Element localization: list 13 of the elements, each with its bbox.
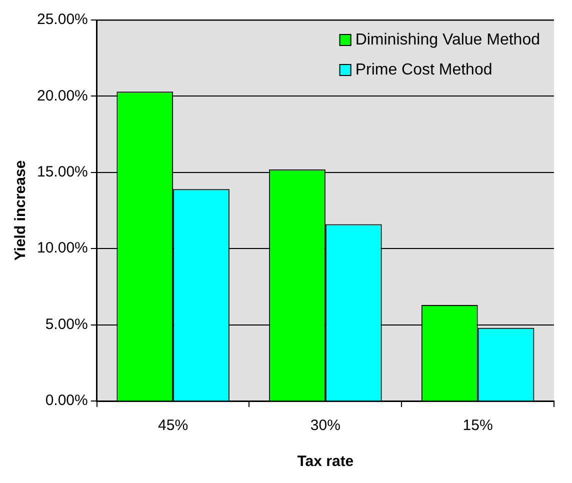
x-axis-title: Tax rate [297, 453, 354, 470]
y-tick-label: 20.00% [37, 87, 88, 104]
legend-label: Diminishing Value Method [355, 31, 540, 48]
x-tick-label: 30% [310, 417, 340, 434]
x-tick-label: 15% [462, 417, 493, 434]
legend-label: Prime Cost Method [355, 61, 492, 78]
y-axis-title: Yield increase [12, 160, 30, 261]
y-tick-label: 5.00% [45, 316, 88, 333]
y-tick-label: 15.00% [37, 164, 88, 181]
x-tick-label: 45% [158, 417, 188, 434]
y-tick-label: 0.00% [45, 392, 88, 410]
y-tick-label: 25.00% [37, 11, 88, 28]
y-tick-label: 10.00% [37, 240, 88, 257]
